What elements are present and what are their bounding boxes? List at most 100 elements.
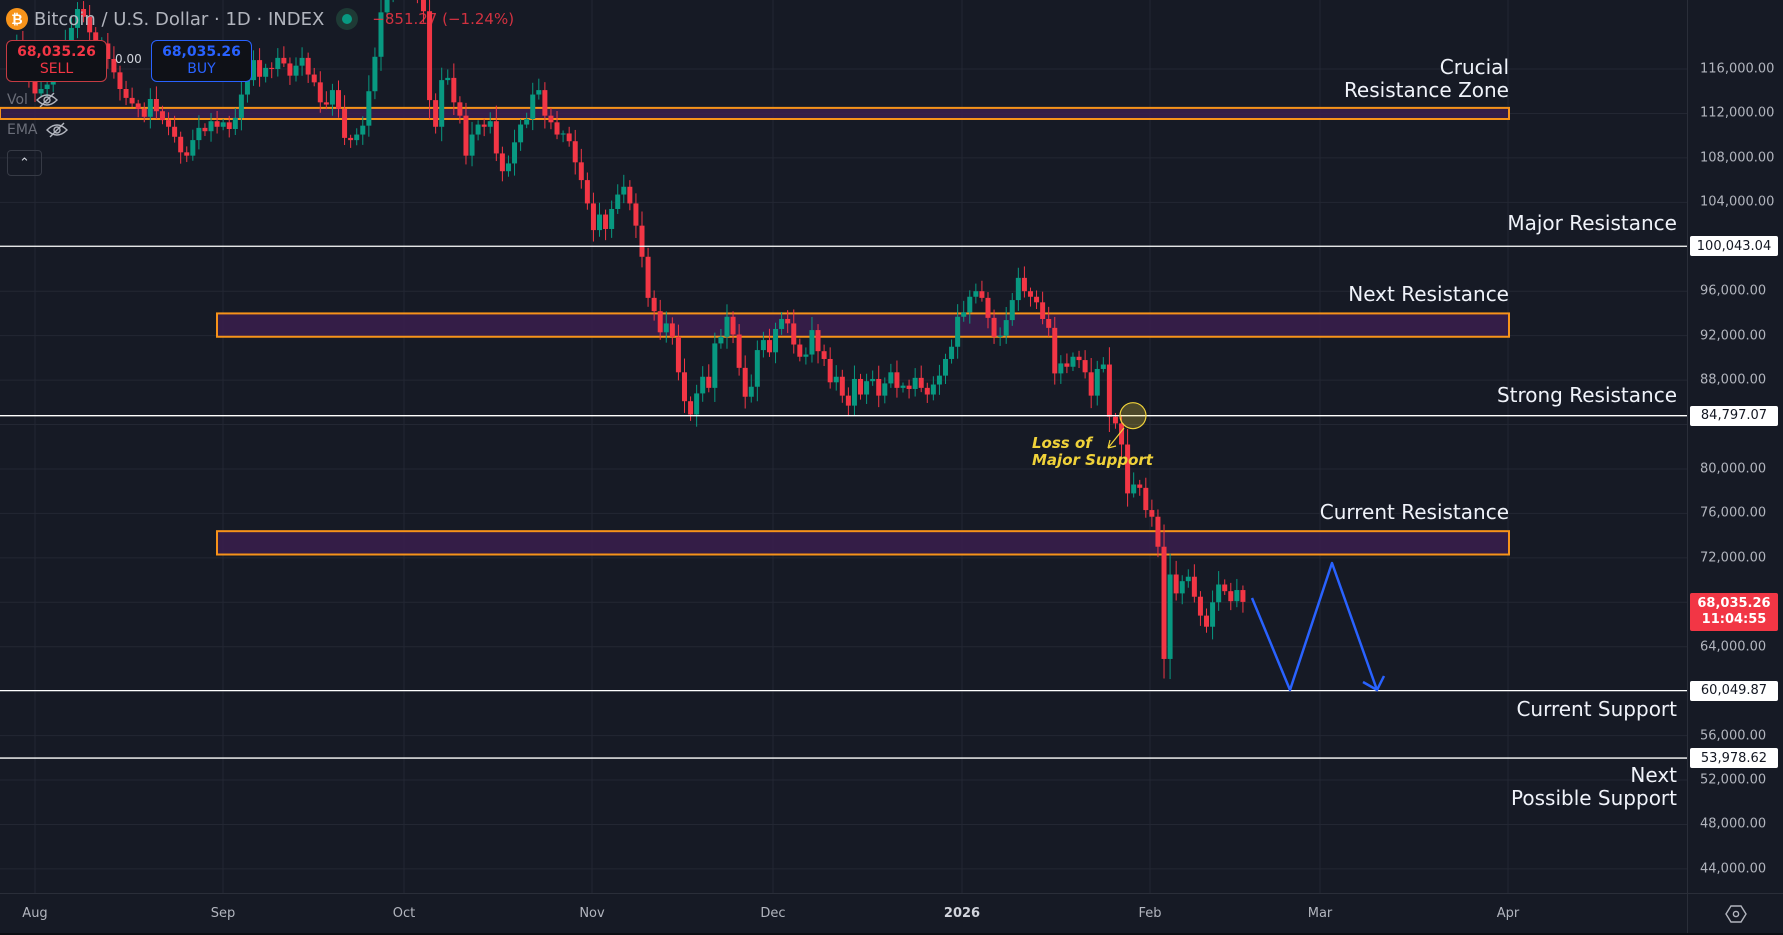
arrow-icon	[1107, 427, 1125, 449]
label-major-resistance: Major Resistance	[1507, 211, 1677, 236]
chart-area[interactable]: ₿ Bitcoin / U.S. Dollar · 1D · INDEX −85…	[0, 0, 1687, 893]
time-axis[interactable]: Aug Sep Oct Nov Dec 2026 Feb Mar Apr	[0, 893, 1687, 934]
candle	[257, 48, 263, 87]
candle	[1167, 553, 1173, 680]
price-tick: 76,000.00	[1700, 505, 1767, 521]
candle	[706, 364, 712, 393]
candle	[760, 331, 766, 358]
candle	[894, 360, 900, 398]
time-tick: Apr	[1496, 906, 1520, 921]
candle	[348, 134, 354, 148]
candle	[1094, 360, 1100, 406]
candle	[1034, 290, 1040, 310]
price-tick: 72,000.00	[1700, 550, 1767, 566]
candle	[378, 0, 384, 71]
candle	[1106, 347, 1112, 433]
candle	[208, 112, 214, 142]
label-next-resistance: Next Resistance	[1348, 282, 1509, 307]
candle	[366, 75, 372, 137]
price-tick: 112,000.00	[1700, 105, 1775, 121]
candle	[681, 358, 687, 413]
resistance-zone[interactable]	[216, 530, 1510, 556]
buy-price: 68,035.26	[162, 44, 241, 60]
candle	[961, 300, 967, 322]
candle	[949, 339, 955, 364]
candle	[336, 80, 341, 118]
candlestick-chart[interactable]	[0, 0, 1687, 893]
price-tick: 44,000.00	[1700, 861, 1767, 877]
candle	[803, 347, 809, 365]
candle	[603, 209, 609, 241]
chevron-up-icon: ⌃	[19, 155, 30, 171]
candle	[178, 131, 184, 164]
candle	[1131, 472, 1137, 498]
candle	[621, 174, 627, 204]
label-strong-resistance: Strong Resistance	[1496, 382, 1677, 407]
candle	[651, 290, 657, 321]
candle	[991, 309, 997, 344]
candle	[785, 310, 791, 334]
eye-off-icon[interactable]	[35, 92, 58, 108]
candle	[329, 83, 335, 116]
price-axis[interactable]: USD ⌄ 116,000.00112,000.00108,000.00104,…	[1687, 0, 1783, 893]
candle	[1216, 571, 1222, 611]
candle	[214, 110, 220, 134]
indicator-ema[interactable]: EMA	[7, 122, 68, 138]
time-tick: Feb	[1138, 906, 1162, 921]
candle	[172, 115, 178, 143]
candle	[815, 324, 821, 364]
buy-button[interactable]: 68,035.26 BUY	[151, 40, 252, 82]
candle	[251, 50, 257, 86]
candle	[748, 374, 754, 403]
candle	[590, 192, 596, 242]
candle	[1185, 569, 1191, 588]
candle	[1027, 287, 1033, 307]
candle	[384, 0, 390, 21]
candle	[135, 99, 141, 118]
candle	[973, 283, 979, 304]
eye-off-icon[interactable]	[45, 122, 68, 138]
candle	[1064, 353, 1070, 374]
bottom-strip	[0, 933, 1783, 935]
resistance-zone[interactable]	[0, 106, 1510, 120]
sell-button[interactable]: 68,035.26 SELL	[6, 40, 107, 82]
price-tick: 52,000.00	[1700, 772, 1767, 788]
candle	[317, 71, 323, 113]
label-crucial-resistance-zone: Crucial Resistance Zone	[1343, 54, 1509, 102]
symbol-legend: ₿ Bitcoin / U.S. Dollar · 1D · INDEX −85…	[6, 8, 514, 30]
indicator-vol[interactable]: Vol	[7, 92, 58, 108]
candle	[451, 63, 457, 115]
candle	[184, 146, 190, 163]
candle	[1155, 509, 1161, 558]
candle	[305, 52, 311, 83]
candle	[584, 172, 590, 210]
collapse-legend-button[interactable]: ⌃	[7, 150, 42, 176]
candle	[129, 87, 135, 108]
candle	[263, 63, 269, 83]
candle	[669, 317, 675, 345]
candle	[955, 304, 961, 359]
candle	[493, 105, 499, 162]
chart-settings-button[interactable]	[1687, 893, 1783, 934]
projection-path[interactable]	[1250, 561, 1379, 692]
candle	[906, 379, 912, 399]
candle	[269, 62, 275, 79]
candle	[281, 46, 287, 68]
candle	[354, 128, 360, 146]
candle	[882, 377, 888, 404]
level-price-label: 60,049.87	[1690, 680, 1778, 701]
candle	[445, 69, 451, 85]
candle	[742, 355, 748, 409]
candle	[1234, 578, 1240, 608]
candle	[1173, 560, 1179, 601]
candle	[311, 67, 317, 87]
market-status-icon	[336, 8, 359, 30]
time-tick: Nov	[579, 906, 605, 921]
arrowhead-icon	[1362, 675, 1386, 692]
candle	[924, 382, 930, 403]
resistance-zone[interactable]	[216, 312, 1510, 338]
symbol-title[interactable]: Bitcoin / U.S. Dollar · 1D · INDEX	[34, 8, 325, 30]
candle	[153, 86, 159, 119]
candle	[74, 2, 80, 39]
candle	[505, 155, 511, 177]
